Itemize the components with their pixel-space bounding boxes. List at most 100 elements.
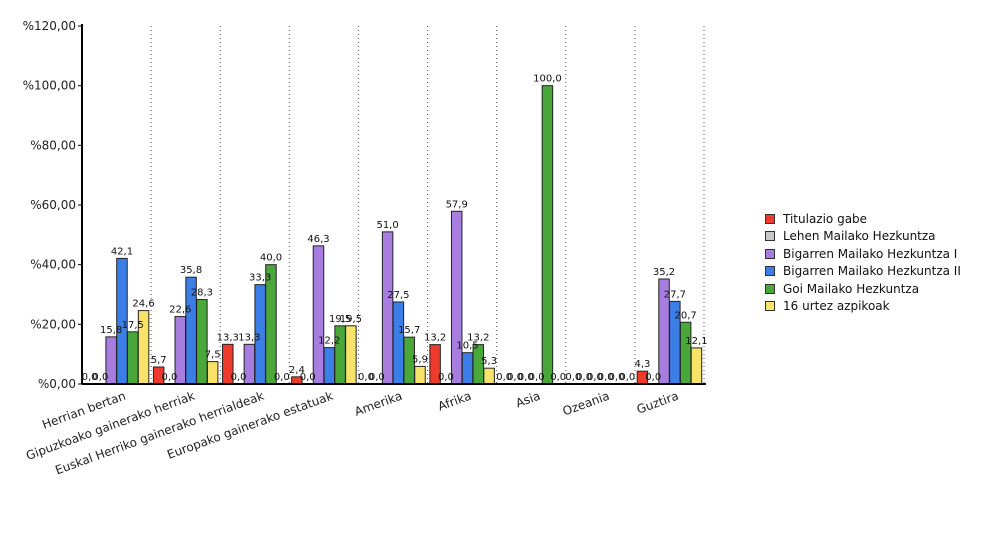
x-tick-label: Afrika <box>436 389 473 414</box>
data-label: 0,0 <box>507 372 523 383</box>
y-tick-label: %40,00 <box>30 258 76 272</box>
x-tick-label: Guztira <box>635 389 681 417</box>
data-label: 0,0 <box>162 372 178 383</box>
data-label: 42,1 <box>111 246 133 257</box>
legend-swatch <box>765 231 775 242</box>
data-label: 0,0 <box>576 372 592 383</box>
data-label: 12,1 <box>685 336 707 347</box>
bar-layer <box>105 85 703 385</box>
bar <box>541 85 554 385</box>
data-label: 22,6 <box>169 305 191 316</box>
data-label: 57,9 <box>446 199 468 210</box>
data-label: 0,0 <box>274 372 290 383</box>
data-label: 100,0 <box>533 74 562 85</box>
data-label: 0,0 <box>518 372 534 383</box>
bar <box>414 365 426 385</box>
data-label: 0,0 <box>598 372 614 383</box>
legend: Titulazio gabe Lehen Mailako Hezkuntza Big… <box>765 210 961 315</box>
data-label: 13,3 <box>217 332 239 343</box>
y-tick-label: %120,00 <box>23 19 76 33</box>
data-label: 13,2 <box>467 333 489 344</box>
legend-swatch <box>765 266 775 277</box>
bar <box>461 352 474 385</box>
legend-swatch <box>765 283 775 294</box>
data-label: 5,3 <box>481 356 497 367</box>
data-label: 15,8 <box>100 325 122 336</box>
data-label: 0,0 <box>645 372 661 383</box>
bar <box>127 331 139 385</box>
data-label: 24,6 <box>132 299 154 310</box>
data-label: 40,0 <box>260 253 282 264</box>
bar <box>323 347 336 385</box>
data-label: 15,7 <box>398 325 420 336</box>
legend-item: Bigarren Mailako Hezkuntza I <box>765 245 961 263</box>
data-label: 27,7 <box>664 289 686 300</box>
legend-swatch <box>765 301 775 312</box>
data-label: 0,0 <box>609 372 625 383</box>
legend-item: 16 urtez azpikoak <box>765 298 961 316</box>
data-label: 20,7 <box>675 310 697 321</box>
data-label: 0,0 <box>82 372 98 383</box>
bar <box>196 299 208 385</box>
bar <box>679 321 692 385</box>
bar <box>392 301 405 385</box>
bar <box>690 347 703 385</box>
data-label: 0,0 <box>529 372 545 383</box>
legend-swatch <box>765 248 775 259</box>
data-label: 0,0 <box>358 372 374 383</box>
data-label: 0,0 <box>92 372 108 383</box>
data-label: 0,0 <box>619 372 635 383</box>
y-tick-label: %100,00 <box>23 79 76 93</box>
data-label-layer: 0,05,713,32,40,013,20,0 0,04,30,0 0,0 0,0 0,… <box>82 74 708 383</box>
x-tick-label: Asia <box>514 389 542 411</box>
legend-label: Lehen Mailako Hezkuntza <box>783 229 936 244</box>
x-tick-label: Ozeania <box>561 389 612 419</box>
y-tick-label: %20,00 <box>30 317 76 331</box>
data-label: 19,5 <box>329 314 351 325</box>
data-label: 51,0 <box>376 220 398 231</box>
bar <box>345 325 357 385</box>
legend-item: Lehen Mailako Hezkuntza <box>765 228 961 246</box>
data-label: 19,5 <box>340 314 362 325</box>
data-label: 0,0 <box>550 372 566 383</box>
data-label: 17,5 <box>122 320 144 331</box>
data-label: 46,3 <box>307 234 329 245</box>
data-label: 0,0 <box>300 372 316 383</box>
data-label: 35,8 <box>180 265 202 276</box>
y-tick-label: %0,00 <box>38 377 76 391</box>
data-label: 12,2 <box>318 336 340 347</box>
data-label: 0,0 <box>231 372 247 383</box>
bar <box>206 361 219 385</box>
data-label: 13,2 <box>424 333 446 344</box>
data-label: 4,3 <box>634 359 650 370</box>
legend-label: Titulazio gabe <box>783 211 868 226</box>
data-label: 7,5 <box>205 350 221 361</box>
legend-label: 16 urtez azpikoak <box>783 299 890 314</box>
data-label: 0,0 <box>369 372 385 383</box>
legend-label: Bigarren Mailako Hezkuntza I <box>783 246 958 261</box>
data-label: 27,5 <box>387 290 409 301</box>
bar <box>381 231 394 385</box>
data-label: 28,3 <box>191 288 213 299</box>
bar <box>334 325 346 385</box>
data-label: 33,3 <box>249 273 271 284</box>
y-tick-label: %80,00 <box>30 138 76 152</box>
grid-layer <box>150 26 705 384</box>
data-label: 0,0 <box>438 372 454 383</box>
legend-item: Bigarren Mailako Hezkuntza II <box>765 263 961 281</box>
data-label: 10,5 <box>456 341 478 352</box>
legend-label: Bigarren Mailako Hezkuntza II <box>783 264 961 279</box>
bar <box>483 367 495 385</box>
legend-label: Goi Mailako Hezkuntza <box>783 281 920 296</box>
bar <box>450 210 463 385</box>
legend-item: Titulazio gabe <box>765 210 961 228</box>
legend-item: Goi Mailako Hezkuntza <box>765 280 961 298</box>
data-label: 35,2 <box>653 267 675 278</box>
legend-swatch <box>765 213 775 224</box>
bar <box>312 245 325 385</box>
y-tick-label: %60,00 <box>30 198 76 212</box>
data-label: 5,9 <box>412 354 428 365</box>
data-label: 0,0 <box>587 372 603 383</box>
